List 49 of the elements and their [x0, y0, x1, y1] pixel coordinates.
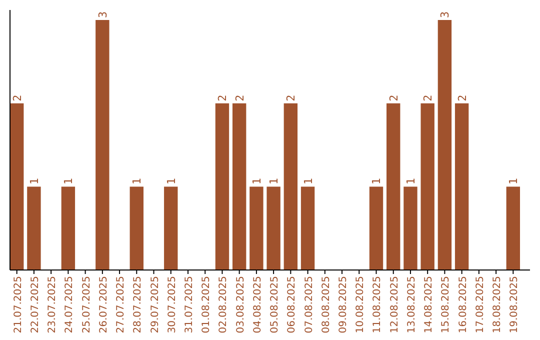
x-tick-label: 22.07.2025: [30, 276, 41, 334]
x-tick-label: 24.07.2025: [64, 276, 76, 334]
x-tick-label: 16.08.2025: [458, 276, 469, 334]
data-label: 1: [130, 178, 144, 185]
x-tick-label: 29.07.2025: [150, 276, 161, 334]
x-tick-label: 03.08.2025: [235, 276, 246, 334]
x-tick-label: 13.08.2025: [406, 276, 418, 334]
x-tick-label: 08.08.2025: [320, 276, 332, 334]
x-tick-label: 19.08.2025: [509, 276, 520, 334]
x-tick-label: 11.08.2025: [372, 276, 384, 334]
data-label: 2: [233, 94, 246, 102]
x-tick-label: 01.08.2025: [201, 276, 212, 334]
data-label: 2: [216, 94, 230, 102]
data-label: 1: [28, 178, 41, 185]
data-label: 1: [302, 178, 315, 185]
x-tick-label: 26.07.2025: [98, 276, 110, 334]
x-tick-label: 28.07.2025: [132, 276, 144, 334]
data-label: 2: [284, 94, 298, 102]
x-tick-label: 10.08.2025: [355, 276, 366, 334]
x-tick-label: 06.08.2025: [286, 276, 298, 334]
x-tick-label: 09.08.2025: [338, 276, 350, 334]
data-label: 1: [404, 178, 418, 185]
x-tick-label: 02.08.2025: [218, 276, 230, 334]
data-label: 1: [250, 178, 264, 185]
data-label: 1: [62, 178, 76, 185]
x-tick-label: 27.07.2025: [116, 276, 127, 334]
data-label: 2: [456, 94, 469, 102]
data-label: 2: [10, 94, 24, 102]
x-tick-label: 07.08.2025: [304, 276, 315, 334]
x-tick-label: 18.08.2025: [492, 276, 504, 334]
x-tick-label: 21.07.2025: [12, 276, 24, 334]
x-tick-label: 30.07.2025: [166, 276, 178, 334]
x-tick-label: 14.08.2025: [424, 276, 435, 334]
data-label: 1: [268, 178, 281, 185]
x-tick-label: 25.07.2025: [81, 276, 92, 334]
x-tick-label: 05.08.2025: [270, 276, 281, 334]
data-label: 1: [370, 178, 384, 185]
x-tick-label: 17.08.2025: [474, 276, 486, 334]
data-label: 2: [387, 94, 400, 102]
data-label: 2: [422, 94, 435, 102]
data-label: 1: [164, 178, 178, 185]
x-tick-label: 23.07.2025: [47, 276, 58, 334]
x-tick-label: 31.07.2025: [184, 276, 195, 334]
data-label: 1: [507, 178, 520, 185]
data-label: 3: [96, 11, 110, 18]
data-label: 3: [438, 11, 452, 18]
x-tick-label: 04.08.2025: [252, 276, 264, 334]
x-tick-label: 15.08.2025: [440, 276, 452, 334]
x-tick-label: 12.08.2025: [389, 276, 400, 334]
